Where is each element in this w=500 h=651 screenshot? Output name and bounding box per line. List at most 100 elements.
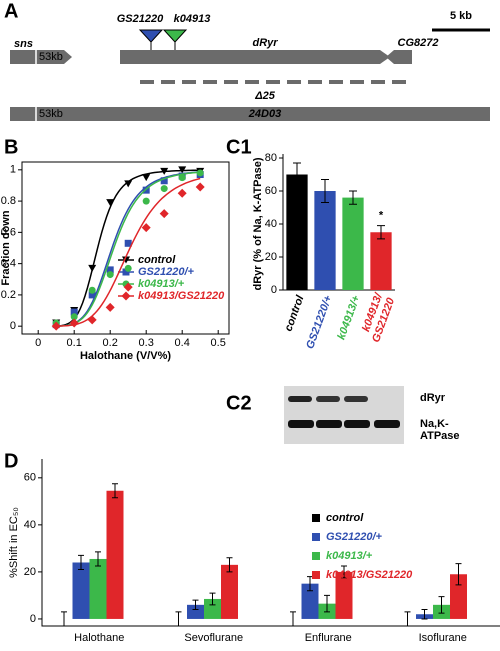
error-bar	[324, 594, 330, 613]
point	[141, 223, 151, 233]
offset-label: 53kb	[39, 108, 63, 120]
gene	[386, 50, 412, 64]
legend-label: GS21220/+	[138, 266, 195, 278]
band-label: dRyr	[420, 392, 446, 404]
legend-label: k04913/+	[138, 278, 185, 290]
gene-label: CG8272	[398, 37, 439, 49]
bar	[335, 571, 353, 619]
error-bar	[112, 483, 118, 499]
point	[160, 177, 168, 185]
gene	[10, 50, 72, 64]
legend-marker	[121, 291, 131, 301]
panel-label: A	[4, 0, 18, 22]
insertion-label: k04913	[174, 13, 211, 25]
error-bar	[438, 596, 445, 614]
x-axis-label: Halothane (V/V%)	[80, 350, 171, 362]
error-bar	[290, 611, 296, 627]
point	[178, 174, 186, 182]
scale-label: 5 kb	[450, 10, 472, 22]
point	[178, 166, 187, 174]
point	[88, 286, 96, 294]
error-bar	[404, 611, 411, 627]
bar	[221, 564, 238, 619]
bar	[72, 562, 90, 619]
x-tick-label: Isoflurane	[419, 632, 467, 644]
y-tick-label: 0.6	[1, 226, 16, 238]
band	[344, 420, 370, 428]
bar	[106, 490, 124, 619]
legend-label: k04913/GS21220	[138, 290, 225, 302]
error-bar	[192, 599, 199, 611]
x-tick-label: Halothane	[74, 632, 124, 644]
point	[123, 282, 133, 292]
bar	[286, 174, 308, 290]
fit-curve	[56, 171, 201, 327]
error-bar	[321, 178, 329, 204]
y-tick-label: 20	[24, 566, 36, 578]
point	[196, 169, 204, 177]
panel-label: D	[4, 450, 18, 472]
legend-label: k04913/+	[326, 550, 373, 562]
clone-bar	[10, 107, 490, 121]
deletion-label: Δ25	[254, 90, 276, 102]
error-bar	[455, 563, 462, 586]
offset-label: 53kb	[39, 51, 63, 63]
x-tick-label: 0.5	[211, 337, 226, 349]
insertion	[138, 29, 164, 43]
western-blot: dRyr Na,K- ATPase	[284, 386, 460, 444]
fit-curve	[56, 171, 201, 327]
point	[88, 264, 97, 272]
legend-label: k04913/GS21220	[326, 569, 413, 581]
legend-marker	[122, 256, 130, 264]
bar	[89, 558, 107, 619]
error-bar	[293, 162, 301, 187]
insertion	[162, 29, 188, 43]
error-bar	[209, 592, 216, 606]
point	[177, 188, 187, 198]
clone-label: 24D03	[248, 108, 281, 120]
annotation: *	[379, 210, 384, 222]
point	[106, 271, 114, 279]
insertion-label: GS21220	[117, 13, 164, 25]
y-axis-label: Fraction down	[0, 210, 12, 285]
gene-label: dRyr	[252, 37, 278, 49]
bar	[450, 574, 467, 619]
legend-swatch	[312, 552, 320, 560]
y-axis-label: %Shift in EC₅₀	[8, 507, 20, 578]
band	[316, 420, 342, 428]
x-tick-label: 0.3	[139, 337, 154, 349]
legend-swatch	[312, 571, 320, 579]
band-label: Na,K-	[420, 418, 449, 430]
fit-curve	[56, 177, 201, 327]
band	[344, 396, 368, 402]
bar	[204, 598, 221, 619]
error-bar	[175, 611, 182, 627]
y-tick-label: 0.2	[1, 289, 16, 301]
x-tick-label: 0	[35, 337, 41, 349]
point	[160, 185, 168, 193]
error-bar	[421, 609, 428, 620]
legend-marker	[122, 268, 130, 276]
error-bar	[61, 611, 67, 627]
point	[124, 239, 132, 247]
band	[288, 420, 314, 428]
x-tick-label: control	[283, 293, 307, 333]
point	[106, 199, 115, 207]
y-tick-label: 60	[265, 185, 277, 197]
point	[51, 321, 61, 331]
y-tick-label: 40	[265, 218, 277, 230]
y-tick-label: 0	[10, 320, 16, 332]
point	[87, 315, 97, 325]
band	[288, 396, 312, 402]
gene	[120, 50, 390, 64]
band	[316, 396, 340, 402]
gene-label: sns	[14, 38, 33, 50]
point	[105, 302, 115, 312]
error-bar	[226, 557, 233, 573]
plot-frame	[21, 161, 230, 335]
x-tick-label: 0.4	[175, 337, 190, 349]
point	[142, 174, 151, 182]
point	[70, 313, 78, 321]
point	[124, 180, 133, 188]
